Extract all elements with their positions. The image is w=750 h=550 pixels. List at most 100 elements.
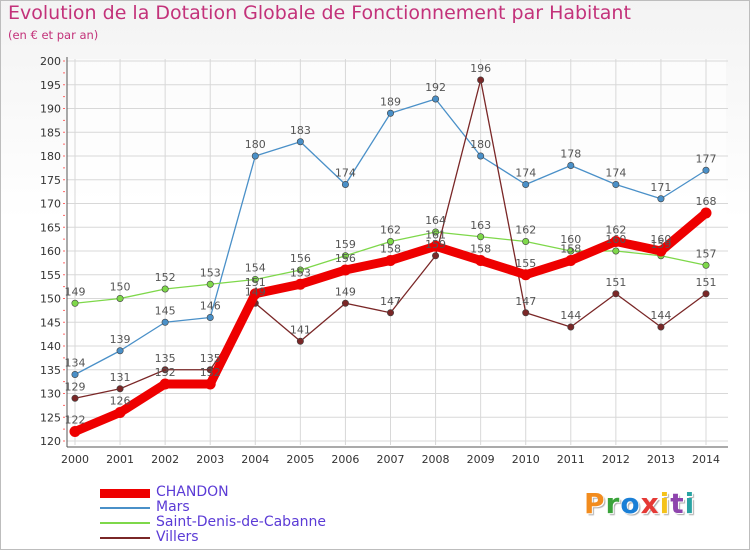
data-label: 122 <box>65 414 86 427</box>
logo-letter: r <box>605 487 621 520</box>
data-label: 156 <box>335 252 356 265</box>
data-point <box>430 240 442 252</box>
data-point <box>341 252 349 260</box>
data-point <box>657 195 665 203</box>
data-label: 174 <box>605 167 626 180</box>
chart-title: Evolution de la Dotation Globale de Fonc… <box>8 2 631 24</box>
legend-label-saint-denis: Saint-Denis-de-Cabanne <box>156 514 327 530</box>
data-label: 164 <box>425 214 446 227</box>
data-point <box>339 264 351 276</box>
x-tick-label: 2004 <box>241 453 269 466</box>
data-point <box>116 294 124 302</box>
data-point <box>432 228 440 236</box>
data-point <box>702 166 710 174</box>
y-tick-label: 135 <box>40 364 61 377</box>
data-label: 149 <box>245 285 266 298</box>
x-tick-label: 2013 <box>647 453 675 466</box>
y-tick-label: 175 <box>40 174 61 187</box>
data-point <box>116 385 124 393</box>
data-point <box>385 255 396 266</box>
x-tick-label: 2007 <box>377 453 405 466</box>
data-point <box>161 318 169 326</box>
data-label: 196 <box>470 62 491 75</box>
y-tick-label: 190 <box>40 103 61 116</box>
legend-swatch-mars <box>100 507 150 509</box>
data-point <box>296 138 304 146</box>
data-label: 135 <box>200 352 221 365</box>
data-point <box>475 255 487 266</box>
data-label: 149 <box>335 285 356 298</box>
data-point <box>161 366 169 374</box>
data-point <box>612 247 620 255</box>
y-tick-label: 130 <box>40 388 61 401</box>
logo-letter: i <box>684 487 696 520</box>
data-point <box>296 266 304 274</box>
data-label: 162 <box>380 224 401 237</box>
data-point <box>432 252 440 260</box>
data-label: 146 <box>200 300 221 313</box>
y-tick-label: 140 <box>40 340 61 353</box>
data-point <box>341 181 349 189</box>
data-label: 183 <box>290 124 311 137</box>
data-label: 131 <box>110 371 131 384</box>
data-point <box>657 323 665 331</box>
data-label: 147 <box>515 295 536 308</box>
data-point <box>612 181 620 189</box>
data-point <box>477 233 485 241</box>
x-tick-label: 2006 <box>331 453 359 466</box>
y-tick-label: 160 <box>40 245 61 258</box>
data-point <box>567 247 575 255</box>
data-label: 161 <box>425 228 446 241</box>
data-label: 141 <box>290 323 311 336</box>
legend-swatch-chandon <box>100 489 150 498</box>
data-point <box>520 269 532 281</box>
data-point <box>386 309 394 317</box>
data-label: 189 <box>380 95 401 108</box>
x-tick-label: 2012 <box>602 453 630 466</box>
x-tick-label: 2003 <box>196 453 224 466</box>
data-label: 158 <box>470 243 491 256</box>
data-label: 177 <box>696 152 717 165</box>
data-point <box>522 309 530 317</box>
data-point <box>522 181 530 189</box>
data-label: 151 <box>605 276 626 289</box>
data-point <box>522 238 530 246</box>
data-point <box>477 76 485 84</box>
chart-subtitle: (en € et par an) <box>8 28 99 42</box>
logo-letter: P <box>584 487 606 520</box>
data-point <box>206 280 214 288</box>
data-point <box>386 109 394 117</box>
data-label: 158 <box>560 243 581 256</box>
y-tick-label: 180 <box>40 150 61 163</box>
y-tick-label: 150 <box>40 293 61 306</box>
proxiti-logo: Proxiti <box>584 487 695 520</box>
y-tick-label: 185 <box>40 126 61 139</box>
data-label: 160 <box>560 233 581 246</box>
data-label: 156 <box>290 252 311 265</box>
x-tick-label: 2005 <box>286 453 314 466</box>
x-tick-label: 2009 <box>467 453 495 466</box>
data-label: 162 <box>515 224 536 237</box>
data-point <box>567 162 575 170</box>
x-tick-label: 2014 <box>692 453 720 466</box>
data-label: 159 <box>650 238 671 251</box>
y-tick-label: 165 <box>40 221 61 234</box>
data-point <box>655 245 667 257</box>
data-label: 150 <box>110 281 131 294</box>
data-label: 132 <box>200 366 221 379</box>
data-label: 153 <box>290 266 311 279</box>
data-point <box>251 275 259 283</box>
x-tick-label: 2011 <box>557 453 585 466</box>
data-label: 192 <box>425 81 446 94</box>
data-label: 135 <box>155 352 176 365</box>
data-point <box>161 285 169 293</box>
y-tick-label: 170 <box>40 198 61 211</box>
data-label: 149 <box>65 285 86 298</box>
data-point <box>341 299 349 307</box>
data-label: 180 <box>245 138 266 151</box>
data-label: 159 <box>335 238 356 251</box>
data-point <box>296 337 304 345</box>
data-point <box>204 378 216 390</box>
logo-letter: o <box>620 487 641 520</box>
data-point <box>71 394 79 402</box>
